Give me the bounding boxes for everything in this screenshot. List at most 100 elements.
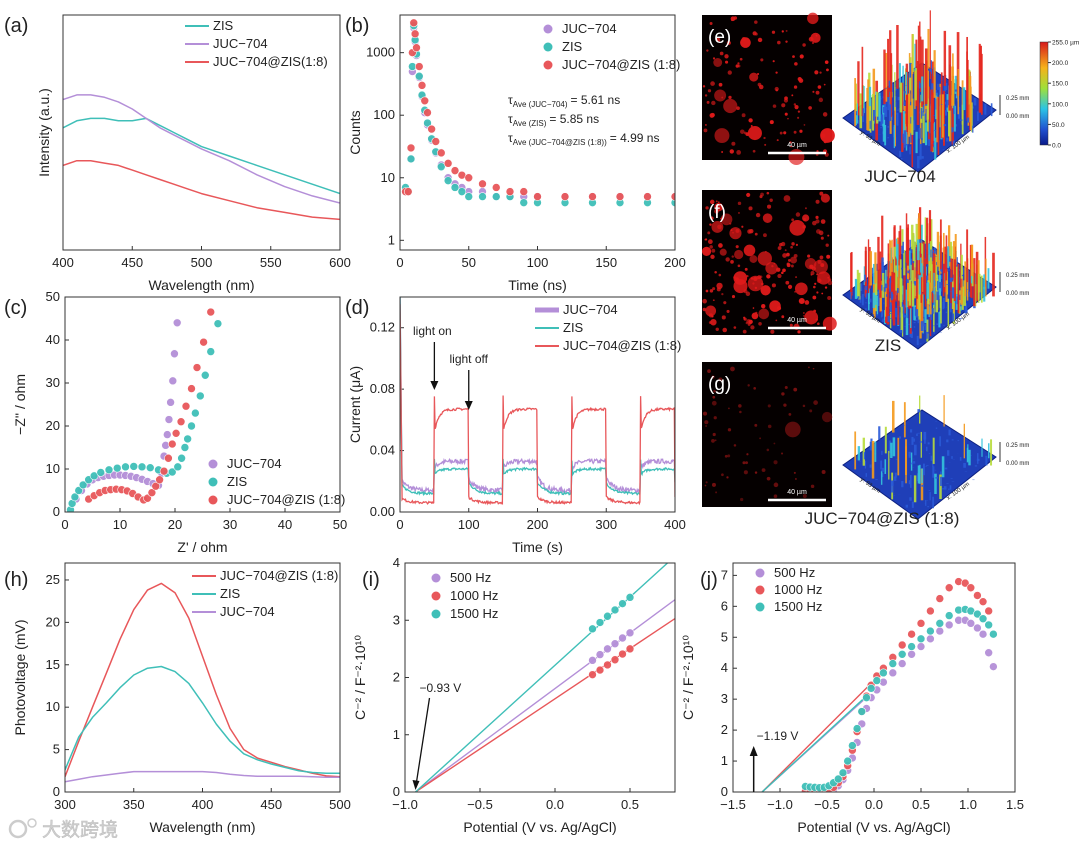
y-tick-label: 0 bbox=[393, 784, 400, 799]
fluorescent-particle bbox=[749, 228, 754, 234]
legend-marker bbox=[431, 591, 441, 601]
sample-label: ZIS bbox=[875, 336, 901, 355]
fluorescent-particle bbox=[765, 261, 778, 275]
fluorescent-particle bbox=[766, 448, 770, 452]
data-point bbox=[926, 606, 935, 616]
fluorescent-particle bbox=[820, 219, 826, 224]
fluorescent-particle bbox=[813, 400, 818, 405]
data-point bbox=[610, 605, 620, 615]
fluorescent-particle bbox=[731, 141, 736, 146]
fluorescent-particle bbox=[715, 327, 719, 331]
x-tick-label: 20 bbox=[168, 517, 182, 532]
x-tick-label: −1.0 bbox=[392, 797, 418, 812]
fluorescent-particle bbox=[703, 128, 708, 133]
x-axis-label: Potential (V vs. Ag/AgCl) bbox=[797, 819, 950, 835]
legend-label: JUC−704@ZIS (1:8) bbox=[227, 492, 345, 507]
fluorescent-particle bbox=[791, 242, 795, 246]
fluorescent-particle bbox=[771, 283, 776, 288]
fluorescent-particle bbox=[705, 481, 708, 484]
fluorescent-particle bbox=[785, 29, 788, 32]
x-tick-label: 10 bbox=[113, 517, 127, 532]
fluorescent-particle bbox=[718, 377, 723, 382]
plot-area bbox=[66, 307, 223, 512]
fluorescent-particle bbox=[723, 98, 738, 114]
fluorescent-particle bbox=[706, 100, 710, 104]
fluorescent-particle bbox=[707, 231, 711, 235]
x-tick-label: 400 bbox=[192, 797, 214, 812]
data-point bbox=[966, 583, 976, 593]
fluorescent-particle bbox=[775, 89, 778, 92]
fluorescent-particle bbox=[790, 145, 793, 148]
fluorescent-particle bbox=[793, 85, 798, 89]
fluorescent-particle bbox=[750, 325, 755, 330]
fluorescent-particle bbox=[726, 476, 729, 479]
legend-label: ZIS bbox=[563, 320, 584, 335]
y-tick-label: 4 bbox=[393, 555, 400, 570]
fluorescent-particle bbox=[713, 389, 716, 393]
data-point bbox=[843, 756, 852, 766]
fluorescent-particle bbox=[795, 276, 798, 279]
fluorescent-particle bbox=[740, 37, 751, 48]
x-tick-label: 200 bbox=[527, 517, 549, 532]
data-point bbox=[916, 634, 926, 644]
fluorescent-particle bbox=[767, 204, 772, 209]
data-point bbox=[414, 71, 424, 81]
colorbar-tick-label: 50.0 bbox=[1052, 122, 1065, 129]
chart-panel-h: (h) 300 350 400 450 500 0 5 10 15 20 25 Wavelength (… bbox=[4, 562, 351, 835]
data-point bbox=[610, 639, 620, 649]
fluorescent-particle bbox=[702, 85, 706, 88]
data-point bbox=[588, 656, 597, 665]
panel-label: (a) bbox=[4, 15, 28, 37]
fluorescent-particle bbox=[710, 318, 717, 326]
fluorescent-particle bbox=[748, 206, 753, 211]
legend: JUC−704 ZIS JUC−704@ZIS (1:8) bbox=[208, 456, 345, 507]
data-point bbox=[989, 629, 998, 639]
fluorescent-particle bbox=[752, 31, 757, 36]
data-point bbox=[137, 462, 147, 472]
data-point bbox=[595, 650, 605, 659]
fluorescent-particle bbox=[705, 238, 708, 241]
fluorescent-particle bbox=[827, 234, 830, 237]
x-tick-label: −0.5 bbox=[467, 797, 493, 812]
legend-label: 1000 Hz bbox=[774, 582, 822, 597]
chart-panel-j: (j) −1.5 −1.0 −0.5 0.0 0.5 1.0 1.5 0 1 2 3 4 5 6 7 Poten… bbox=[680, 562, 1024, 835]
fluorescent-particle bbox=[713, 416, 717, 420]
fluorescent-particle bbox=[740, 129, 745, 134]
fluorescent-particle bbox=[746, 453, 749, 456]
micrograph-panel-f: (f)40 µm y: 93 µm x: 100 µm0.25 mm0.00 mmZ… bbox=[701, 190, 1029, 355]
fluorescent-particle bbox=[763, 136, 766, 140]
data-point bbox=[443, 159, 453, 168]
fluorescent-particle bbox=[745, 461, 749, 465]
y-tick-label: 5 bbox=[721, 629, 728, 644]
fluorescent-particle bbox=[773, 442, 776, 445]
fluorescent-particle bbox=[738, 212, 740, 214]
data-point bbox=[164, 453, 173, 463]
fluorescent-particle bbox=[707, 239, 713, 245]
data-point bbox=[420, 96, 430, 106]
fluorescent-particle bbox=[781, 392, 785, 396]
data-point bbox=[112, 463, 122, 473]
fluorescent-particle bbox=[726, 40, 732, 46]
fluorescent-particle bbox=[807, 254, 811, 258]
plot-area bbox=[415, 563, 675, 792]
data-point bbox=[588, 192, 597, 201]
fluorescent-particle bbox=[721, 293, 724, 296]
data-point bbox=[145, 463, 155, 473]
data-point bbox=[427, 124, 436, 134]
x-tick-label: 0 bbox=[396, 517, 403, 532]
y-axis-label: −Z'' / ohm bbox=[12, 374, 28, 435]
micrograph-panel-e: (e)40 µm y: 93 µm x: 100 µm0.25 mm0.00 mmJ… bbox=[702, 10, 1029, 186]
x-tick-label: 150 bbox=[595, 255, 617, 270]
fluorescent-particle bbox=[732, 231, 734, 234]
data-point bbox=[457, 187, 467, 196]
fluorescent-particle bbox=[788, 149, 805, 165]
fluorescent-particle bbox=[813, 309, 817, 313]
fluorescent-particle bbox=[824, 286, 828, 289]
data-point bbox=[173, 462, 183, 472]
data-point bbox=[944, 583, 954, 593]
data-point bbox=[966, 619, 976, 628]
x-tick-label: 1.0 bbox=[959, 797, 977, 812]
fluorescent-particle bbox=[785, 280, 790, 285]
y-tick-label: 0 bbox=[53, 784, 60, 799]
fluorescent-particle bbox=[787, 284, 793, 289]
